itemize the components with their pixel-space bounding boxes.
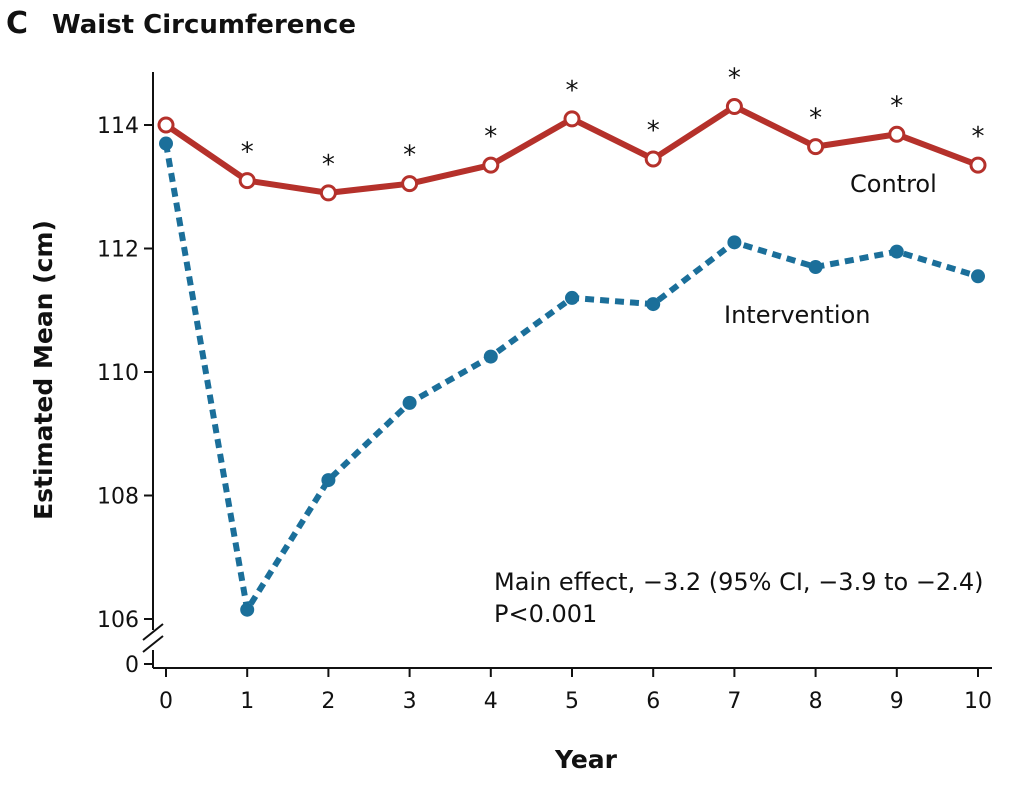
data-point-intervention — [727, 235, 742, 250]
chart-title: Waist Circumference — [52, 10, 356, 40]
data-point-control — [157, 116, 175, 134]
x-tick-label: 1 — [240, 689, 254, 714]
series-label-control: Control — [850, 170, 937, 198]
data-point-control — [563, 110, 581, 128]
significance-star: * — [403, 141, 416, 171]
significance-star: * — [241, 138, 254, 168]
series-line-intervention — [163, 142, 979, 613]
main-effect-annotation: Main effect, −3.2 (95% CI, −3.9 to −2.4) — [494, 568, 983, 596]
x-axis-title: Year — [554, 745, 618, 774]
data-point-intervention — [808, 260, 823, 275]
series-label-intervention: Intervention — [724, 301, 870, 329]
data-point-intervention — [402, 395, 417, 410]
data-point-intervention — [646, 297, 661, 312]
data-point-intervention — [971, 269, 985, 284]
y-tick-label: 114 — [97, 114, 139, 139]
x-tick-label: 2 — [321, 689, 335, 714]
data-point-control — [725, 97, 743, 115]
significance-star: * — [809, 104, 822, 134]
axis-break-mark-upper — [142, 623, 164, 641]
x-tick-label: 7 — [727, 689, 741, 714]
significance-star: * — [322, 150, 335, 180]
significance-star: * — [890, 91, 903, 121]
panel-letter: C — [6, 6, 28, 41]
significance-star: * — [566, 76, 579, 106]
data-point-control — [319, 184, 337, 202]
data-point-control — [969, 156, 987, 174]
data-point-intervention — [889, 244, 904, 259]
data-point-control — [644, 150, 662, 168]
x-tick-label: 0 — [159, 689, 173, 714]
x-tick-label: 8 — [809, 689, 823, 714]
data-point-control — [238, 172, 256, 190]
y-tick-label: 112 — [97, 238, 139, 263]
significance-star: * — [728, 63, 741, 93]
y-tick-label: 110 — [97, 361, 139, 386]
p-value-annotation: P<0.001 — [494, 600, 597, 628]
y-tick-label-zero: 0 — [125, 653, 139, 678]
significance-star: * — [972, 122, 985, 152]
x-tick-label: 9 — [890, 689, 904, 714]
axis-break-mark-lower — [142, 635, 164, 653]
axes: 106 108 110 112 114 00 1 2 3 4 5 6 7 8 9 10 — [97, 72, 992, 714]
x-tick-label: 10 — [964, 689, 992, 714]
x-tick-label: 4 — [484, 689, 498, 714]
significance-star: * — [647, 116, 660, 146]
data-point-control — [807, 138, 825, 156]
significance-star: * — [484, 122, 497, 152]
x-tick-label: 3 — [403, 689, 417, 714]
data-point-intervention — [565, 290, 579, 305]
data-point-intervention — [321, 473, 336, 488]
data-point-intervention — [159, 136, 173, 151]
data-point-control — [482, 156, 500, 174]
y-tick-label: 106 — [97, 608, 139, 633]
y-axis-title: Estimated Mean (cm) — [29, 220, 58, 520]
data-point-control — [888, 125, 906, 143]
series-layer — [157, 97, 987, 617]
data-point-control — [401, 175, 419, 193]
data-point-intervention — [483, 349, 498, 364]
y-tick-label: 108 — [97, 485, 139, 510]
x-tick-label: 6 — [646, 689, 660, 714]
significance-markers: * * * * * * * * * * — [241, 63, 985, 179]
x-tick-label: 5 — [565, 689, 579, 714]
data-point-intervention — [240, 602, 255, 617]
